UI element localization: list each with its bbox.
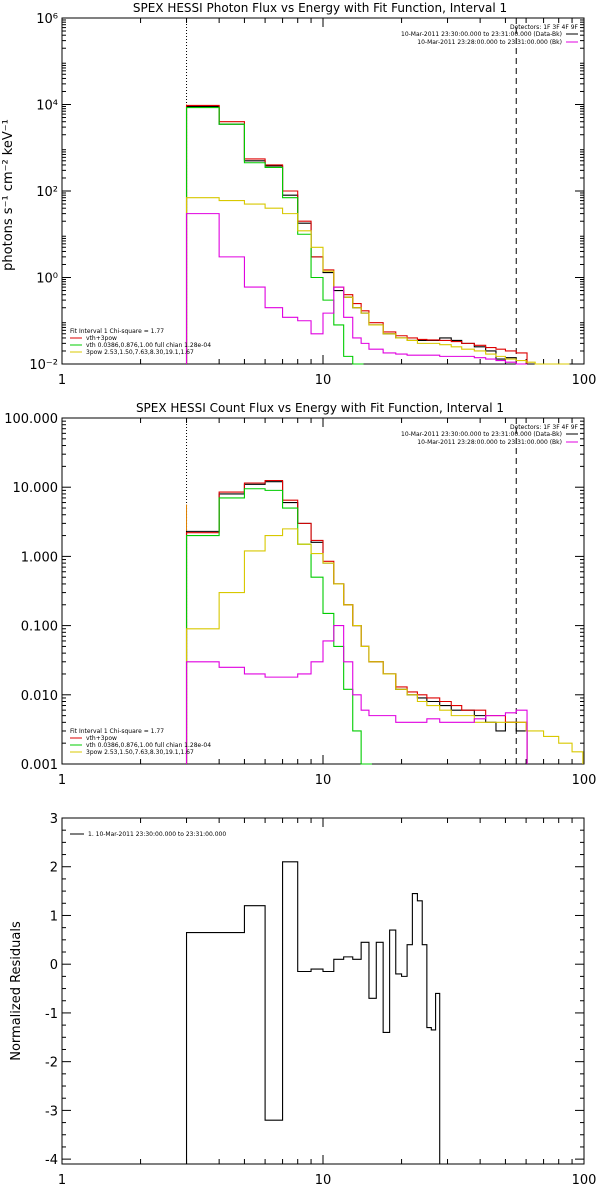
count-ytick-label: 1.000 bbox=[21, 550, 58, 565]
count-ytick-label: 0.100 bbox=[21, 620, 58, 635]
count-chart-title: SPEX HESSI Count Flux vs Energy with Fit… bbox=[136, 401, 504, 415]
photon-ytick-label: 10² bbox=[36, 185, 58, 200]
count-ytick-label: 0.001 bbox=[21, 758, 58, 773]
residuals-series-0 bbox=[185, 861, 444, 1165]
photon-ytick-label: 10⁻² bbox=[29, 358, 58, 373]
count-data-layer: 1 10 100 0.001 0.010 0.100 1.000 10.000 100.000 bbox=[4, 412, 596, 788]
residuals-xtick-label: 1 bbox=[58, 1173, 66, 1188]
photon-detectors-label: Detectors: 1F 3F 4F 9F bbox=[510, 24, 579, 31]
photon-legend-top-label: 10-Mar-2011 23:28:00.000 to 23:31:00.000… bbox=[417, 39, 562, 46]
photon-xtick-label: 100 bbox=[572, 373, 597, 388]
count-fit-label: Fit Interval 1 Chi-square = 1.77 bbox=[70, 728, 164, 735]
count-flux-panel: SPEX HESSI Count Flux vs Energy with Fit… bbox=[4, 401, 596, 788]
count-series-4 bbox=[185, 625, 528, 764]
residuals-ylabel: Normalized Residuals bbox=[9, 921, 24, 1061]
residuals-ytick-label: 3 bbox=[50, 812, 58, 827]
residuals-panel: Normalized Residuals 1 10 100-4-3-2-10123 … bbox=[9, 812, 596, 1188]
photon-series-1 bbox=[185, 104, 528, 364]
residuals-legend: 1. 10-Mar-2011 23:30:00.000 to 23:31:00.… bbox=[70, 831, 226, 838]
residuals-ytick-label: -1 bbox=[45, 1007, 58, 1022]
photon-ytick-label: 10⁶ bbox=[36, 12, 58, 27]
count-ytick-label: 10.000 bbox=[13, 481, 59, 496]
count-legend-bottom-label: 3pow 2.53,1.50,7.63,8.30,19.1,1.67 bbox=[86, 749, 194, 756]
photon-xtick-label: 1 bbox=[58, 373, 66, 388]
residuals-legend-label: 1. 10-Mar-2011 23:30:00.000 to 23:31:00.… bbox=[88, 831, 226, 838]
photon-data-layer: 1 10 100 10⁻² 10⁰ 10² 10⁴ 10⁶ bbox=[29, 12, 596, 388]
count-ytick-label: 0.010 bbox=[21, 689, 58, 704]
count-ytick-label: 100.000 bbox=[4, 412, 58, 427]
photon-ytick-label: 10⁰ bbox=[36, 272, 58, 287]
residuals-ytick-label: -4 bbox=[45, 1153, 58, 1168]
residuals-ytick-label: -3 bbox=[45, 1104, 58, 1119]
photon-legend-bottom-label: 3pow 2.53,1.50,7.63,8.30,19.1,1.67 bbox=[86, 349, 194, 356]
count-legend-top-label: 10-Mar-2011 23:30:00.000 to 23:31:00.000… bbox=[401, 431, 562, 438]
count-xtick-label: 100 bbox=[572, 773, 597, 788]
photon-series-2 bbox=[185, 107, 364, 365]
residuals-ytick-label: -2 bbox=[45, 1056, 58, 1071]
count-legend: 10-Mar-2011 23:30:00.000 to 23:31:00.000… bbox=[70, 431, 578, 756]
residuals-plot-frame bbox=[61, 817, 585, 1165]
count-series-1 bbox=[185, 479, 528, 764]
photon-ylabel: photons s⁻¹ cm⁻² keV⁻¹ bbox=[1, 119, 16, 271]
photon-legend-top-label: 10-Mar-2011 23:30:00.000 to 23:31:00.000… bbox=[401, 31, 562, 38]
photon-plot-frame bbox=[61, 17, 585, 365]
count-xtick-label: 1 bbox=[58, 773, 66, 788]
residuals-xtick-label: 100 bbox=[572, 1173, 597, 1188]
photon-flux-panel: SPEX HESSI Photon Flux vs Energy with Fi… bbox=[1, 1, 596, 388]
residuals-ytick-label: 0 bbox=[50, 958, 58, 973]
photon-series-3 bbox=[185, 197, 570, 365]
count-legend-top-label: 10-Mar-2011 23:28:00.000 to 23:31:00.000… bbox=[417, 439, 562, 446]
photon-xtick-label: 10 bbox=[315, 373, 332, 388]
residuals-ytick-label: 2 bbox=[50, 861, 58, 876]
count-xtick-label: 10 bbox=[315, 773, 332, 788]
count-series-0 bbox=[185, 481, 528, 764]
count-legend-bottom-label: vth 0.0386,0.876,1.00 full chian 1.28e-0… bbox=[86, 742, 211, 749]
photon-legend-bottom-label: vth+3pow bbox=[86, 335, 117, 342]
photon-chart-title: SPEX HESSI Photon Flux vs Energy with Fi… bbox=[133, 1, 507, 15]
residuals-ytick-label: 1 bbox=[50, 909, 58, 924]
residuals-data-layer: 1 10 100 -4 -3 -2 -1 0 1 2 3 bbox=[45, 812, 596, 1188]
residuals-xtick-label: 10 bbox=[315, 1173, 332, 1188]
count-series-3 bbox=[185, 528, 584, 764]
photon-legend: 10-Mar-2011 23:30:00.000 to 23:31:00.000… bbox=[70, 31, 578, 356]
photon-series-0 bbox=[185, 105, 528, 365]
count-detectors-label: Detectors: 1F 3F 4F 9F bbox=[510, 424, 579, 431]
count-legend-bottom-label: vth+3pow bbox=[86, 735, 117, 742]
photon-legend-bottom-label: vth 0.0386,0.876,1.00 full chian 1.28e-0… bbox=[86, 342, 211, 349]
photon-ytick-label: 10⁴ bbox=[36, 99, 58, 114]
photon-fit-label: Fit Interval 1 Chi-square = 1.77 bbox=[70, 328, 164, 335]
photon-series-4 bbox=[185, 213, 528, 365]
